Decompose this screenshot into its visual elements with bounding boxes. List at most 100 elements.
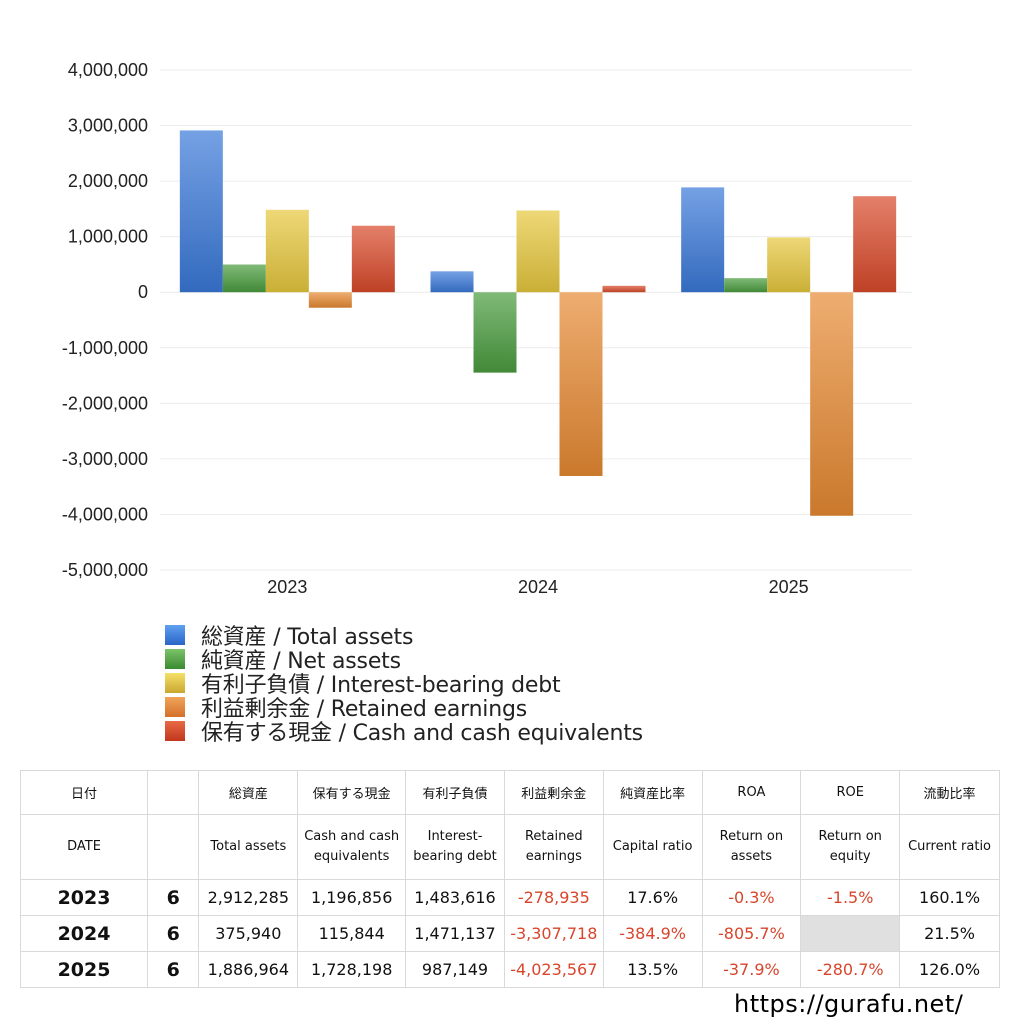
table-header-cell: Return on equity	[800, 814, 901, 880]
bar	[853, 196, 897, 293]
legend-item-interest-bearing-debt: 有利子負債 / Interest-bearing debt	[165, 671, 643, 698]
legend-swatch	[165, 625, 185, 645]
table-header-cell: Cash and cash equivalents	[297, 814, 407, 880]
capital-ratio-cell: -384.9%	[602, 915, 703, 952]
bar	[473, 292, 517, 373]
legend-swatch	[165, 649, 185, 669]
year-cell: 2024	[19, 915, 149, 952]
table-header-cell: Current ratio	[899, 814, 1000, 880]
x-tick-label: 2024	[518, 577, 558, 597]
table-header-cell: 利益剰余金	[503, 770, 604, 815]
current-ratio-cell: 21.5%	[899, 915, 1000, 952]
y-tick-label: -4,000,000	[62, 504, 148, 524]
legend-item-total-assets: 総資産 / Total assets	[165, 623, 643, 650]
retained-earnings-cell: -4,023,567	[503, 951, 604, 988]
y-tick-label: -2,000,000	[62, 393, 148, 413]
table-header-cell: ROA	[701, 770, 802, 815]
bar	[430, 271, 474, 293]
table-header-cell: Capital ratio	[602, 814, 703, 880]
y-tick-label: 0	[138, 282, 148, 302]
x-axis: 2023 2024 2025	[267, 577, 808, 597]
table-header-cell: 保有する現金	[297, 770, 407, 815]
table-header-cell: 有利子負債	[405, 770, 505, 815]
roe-cell: -1.5%	[800, 879, 901, 916]
bar	[767, 237, 811, 293]
table-header-cell: 流動比率	[899, 770, 1000, 815]
capital-ratio-cell: 17.6%	[602, 879, 703, 916]
bar	[179, 130, 223, 293]
table-row: 2024 6 375,940 115,844 1,471,137 -3,307,…	[19, 915, 1000, 952]
legend-label: 有利子負債 / Interest-bearing debt	[201, 673, 561, 698]
current-ratio-cell: 126.0%	[899, 951, 1000, 988]
table-header-cell: DATE	[19, 814, 149, 880]
bar	[559, 292, 603, 476]
table-header-cell: 総資産	[198, 770, 299, 815]
cash-cell: 1,728,198	[297, 951, 407, 988]
roe-cell	[800, 915, 901, 952]
debt-cell: 987,149	[405, 951, 505, 988]
bar	[516, 210, 560, 293]
retained-earnings-cell: -278,935	[503, 879, 604, 916]
legend-label: 総資産 / Total assets	[201, 625, 414, 650]
y-tick-label: 4,000,000	[68, 60, 148, 80]
current-ratio-cell: 160.1%	[899, 879, 1000, 916]
legend-swatch	[165, 697, 185, 717]
debt-cell: 1,483,616	[405, 879, 505, 916]
y-tick-label: 2,000,000	[68, 171, 148, 191]
bar	[308, 292, 352, 308]
table-header-cell	[147, 770, 200, 815]
table-header-cell	[147, 814, 200, 880]
table-header-cell: Retained earnings	[503, 814, 604, 880]
bar	[265, 209, 309, 293]
roe-cell: -280.7%	[800, 951, 901, 988]
y-axis: 4,000,000 3,000,000 2,000,000 1,000,000 0 -1,…	[62, 60, 148, 580]
legend-label: 純資産 / Net assets	[201, 649, 401, 674]
table-header-jp: 日付 総資産 保有する現金 有利子負債 利益剰余金 純資産比率 ROA ROE …	[19, 770, 1000, 815]
table-row: 2023 6 2,912,285 1,196,856 1,483,616 -27…	[19, 879, 1000, 916]
table-header-cell: Interest-bearing debt	[405, 814, 505, 880]
y-tick-label: -5,000,000	[62, 560, 148, 580]
debt-cell: 1,471,137	[405, 915, 505, 952]
month-cell: 6	[147, 879, 200, 916]
x-tick-label: 2025	[769, 577, 809, 597]
bar	[351, 225, 395, 293]
legend: 総資産 / Total assets 純資産 / Net assets 有利子負…	[165, 623, 643, 746]
y-tick-label: 3,000,000	[68, 116, 148, 136]
table-header-cell: 純資産比率	[602, 770, 703, 815]
legend-item-cash: 保有する現金 / Cash and cash equivalents	[165, 719, 643, 746]
legend-item-retained-earnings: 利益剰余金 / Retained earnings	[165, 695, 643, 722]
table-header-en: DATE Total assets Cash and cash equivale…	[19, 814, 1000, 880]
bar	[724, 278, 768, 293]
roa-cell: -805.7%	[701, 915, 802, 952]
cash-cell: 1,196,856	[297, 879, 407, 916]
legend-swatch	[165, 673, 185, 693]
month-cell: 6	[147, 951, 200, 988]
legend-item-net-assets: 純資産 / Net assets	[165, 647, 643, 674]
grid-lines	[160, 69, 912, 571]
month-cell: 6	[147, 915, 200, 952]
site-url[interactable]: https://gurafu.net/	[734, 990, 964, 1018]
bar	[602, 285, 646, 293]
bars	[179, 130, 897, 516]
bar	[681, 187, 725, 293]
total-assets-cell: 375,940	[198, 915, 299, 952]
bar-chart: 4,000,000 3,000,000 2,000,000 1,000,000 0 -1,…	[62, 60, 912, 597]
total-assets-cell: 2,912,285	[198, 879, 299, 916]
legend-label: 利益剰余金 / Retained earnings	[201, 697, 527, 722]
financial-table: 日付 総資産 保有する現金 有利子負債 利益剰余金 純資産比率 ROA ROE …	[19, 770, 1000, 988]
x-tick-label: 2023	[267, 577, 307, 597]
y-tick-label: -1,000,000	[62, 338, 148, 358]
bar	[222, 264, 266, 293]
bar	[810, 292, 854, 516]
table-row: 2025 6 1,886,964 1,728,198 987,149 -4,02…	[19, 951, 1000, 988]
capital-ratio-cell: 13.5%	[602, 951, 703, 988]
roa-cell: -0.3%	[701, 879, 802, 916]
roa-cell: -37.9%	[701, 951, 802, 988]
legend-label: 保有する現金 / Cash and cash equivalents	[201, 721, 643, 746]
retained-earnings-cell: -3,307,718	[503, 915, 604, 952]
table-header-cell: Total assets	[198, 814, 299, 880]
cash-cell: 115,844	[297, 915, 407, 952]
legend-swatch	[165, 721, 185, 741]
table-header-cell: Return on assets	[701, 814, 802, 880]
year-cell: 2025	[19, 951, 149, 988]
